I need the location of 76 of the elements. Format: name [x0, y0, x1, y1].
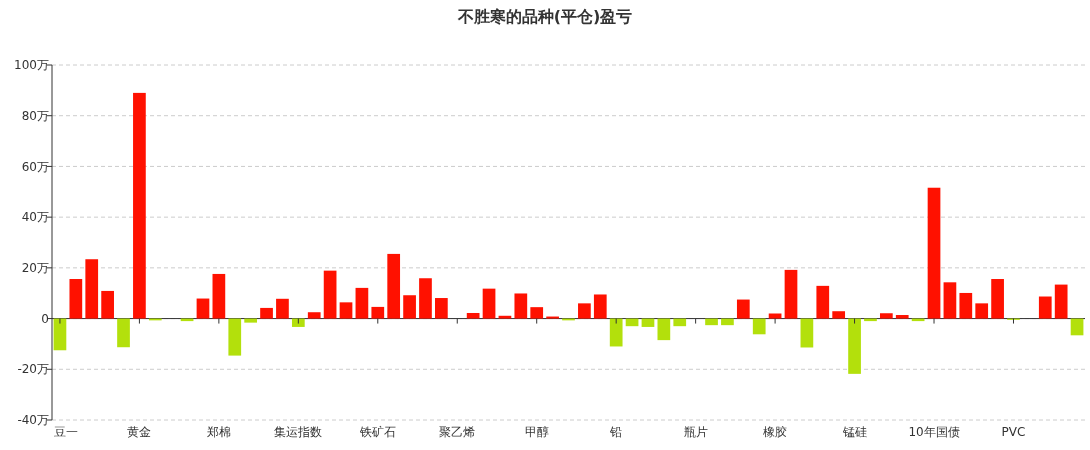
bar: [482, 288, 496, 319]
y-tick-label: 60万: [21, 159, 49, 174]
bar: [721, 318, 734, 326]
bar: [1038, 296, 1052, 319]
bar: [768, 313, 782, 319]
bar: [832, 311, 846, 319]
bar: [736, 299, 750, 319]
bar: [943, 282, 957, 319]
bar: [546, 316, 559, 319]
bar: [673, 318, 687, 327]
y-tick-label: -20万: [17, 362, 49, 377]
bar: [498, 315, 512, 319]
bar: [387, 253, 401, 319]
bar: [752, 318, 766, 335]
bar: [53, 318, 67, 351]
chart-title: 不胜寒的品种(平仓)盈亏: [456, 7, 633, 26]
bar: [101, 290, 114, 319]
bar: [307, 312, 321, 319]
x-tick-label: 铁矿石: [358, 425, 396, 439]
bar: [800, 318, 814, 348]
x-tick-label: 豆一: [54, 425, 78, 439]
x-tick-label: 黄金: [127, 425, 152, 439]
y-tick-label: -40万: [17, 413, 49, 428]
bar: [117, 318, 130, 348]
bar: [959, 292, 973, 319]
x-tick-label: 甲醇: [524, 425, 549, 439]
x-tick-label: 聚乙烯: [439, 425, 476, 439]
bar: [466, 312, 480, 319]
bar: [228, 318, 242, 356]
bar: [705, 318, 718, 326]
bar: [848, 318, 861, 374]
y-tick-label: 80万: [21, 108, 49, 123]
y-tick-label: 0: [41, 311, 49, 326]
bar: [514, 293, 528, 319]
x-tick-label: 郑棉: [206, 425, 231, 439]
bar: [816, 285, 830, 319]
bar: [657, 318, 671, 341]
x-tick-label: 锰硅: [841, 425, 867, 439]
x-tick-label: PVC: [1001, 425, 1026, 439]
bar: [593, 294, 607, 319]
bar: [879, 313, 893, 319]
bar: [419, 278, 432, 319]
bar: [196, 298, 210, 319]
y-tick-label: 20万: [21, 261, 49, 276]
bar: [435, 298, 448, 319]
bar: [403, 295, 416, 319]
x-tick-label: 10年国债: [908, 425, 960, 439]
bar: [975, 303, 989, 319]
bar: [260, 307, 273, 319]
bar: [609, 318, 623, 347]
bar: [212, 273, 226, 319]
bar: [133, 92, 146, 319]
bar: [69, 279, 83, 319]
bar: [895, 315, 909, 319]
bar: [1054, 284, 1068, 319]
bar: [323, 270, 337, 319]
x-tick-label: 集运指数: [274, 425, 323, 439]
bar: [85, 259, 99, 319]
bar: [244, 318, 258, 323]
bar: [530, 307, 544, 319]
bar: [276, 298, 289, 319]
x-tick-label: 铅: [609, 425, 623, 439]
bar: [991, 279, 1004, 319]
bar: [1070, 318, 1084, 336]
bar: [339, 302, 353, 319]
bar: [927, 187, 941, 319]
y-tick-label: 40万: [21, 210, 49, 225]
x-tick-label: 瓶片: [683, 425, 708, 439]
bar: [578, 303, 591, 319]
bar: [291, 318, 305, 327]
x-tick-label: 橡胶: [763, 425, 788, 439]
bar: [641, 318, 655, 327]
bar: [784, 269, 798, 319]
bar: [371, 306, 385, 319]
bar: [355, 287, 369, 319]
y-tick-label: 100万: [14, 58, 49, 73]
